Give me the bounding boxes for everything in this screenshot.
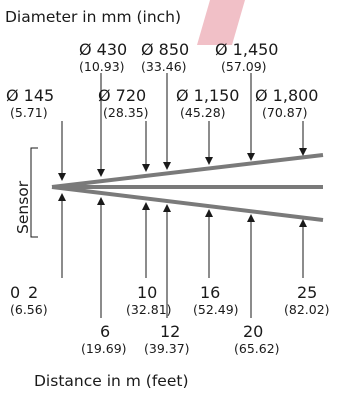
- diameter-label-145: Ø 145: [6, 86, 54, 105]
- arrow-down-430-head: [97, 169, 105, 177]
- arrow-up-12-head: [163, 204, 171, 212]
- arrow-up-10: [142, 202, 150, 278]
- distance-feet-16: (52.49): [193, 302, 239, 317]
- distance-label-20: 20: [243, 322, 263, 341]
- diameter-inch-720: (28.35): [103, 105, 149, 120]
- arrow-up-16: [205, 209, 213, 278]
- distance-feet-20: (65.62): [234, 341, 280, 356]
- arrow-down-1450-head: [247, 153, 255, 161]
- distance-label-10: 10: [137, 283, 157, 302]
- arrow-down-145-head: [58, 173, 66, 181]
- arrow-down-720: [142, 121, 150, 172]
- arrow-down-720-head: [142, 164, 150, 172]
- sensor-bracket: [30, 147, 38, 238]
- arrow-down-850-head: [163, 162, 171, 170]
- distance-label-2: 2: [28, 283, 38, 302]
- distance-feet-10: (32.81): [126, 302, 172, 317]
- arrow-up-25: [299, 219, 307, 278]
- distance-label-6: 6: [100, 322, 110, 341]
- diameter-label-850: Ø 850: [141, 40, 189, 59]
- beam-lower-edge: [51, 185, 324, 222]
- arrow-up-10-head: [142, 202, 150, 210]
- arrow-up-12: [163, 204, 171, 318]
- diameter-inch-430: (10.93): [79, 59, 125, 74]
- diameter-label-720: Ø 720: [98, 86, 146, 105]
- arrow-up-25-head: [299, 219, 307, 227]
- arrow-up-6: [97, 197, 105, 318]
- distance-feet-12: (39.37): [144, 341, 190, 356]
- distance-label-12: 12: [160, 322, 180, 341]
- distance-label-25: 25: [297, 283, 317, 302]
- arrow-up-2-head: [58, 193, 66, 201]
- arrow-up-20: [247, 214, 255, 318]
- arrow-down-145: [58, 121, 66, 181]
- measurement-arrows: [58, 73, 307, 318]
- distance-feet-2: (6.56): [10, 302, 48, 317]
- diameter-label-1450: Ø 1,450: [215, 40, 278, 59]
- sensor-label: Sensor: [14, 180, 32, 234]
- arrow-up-16-head: [205, 209, 213, 217]
- arrow-down-1800: [299, 121, 307, 156]
- diameter-label-430: Ø 430: [79, 40, 127, 59]
- arrow-down-1150-head: [205, 157, 213, 165]
- distance-label-16: 16: [200, 283, 220, 302]
- arrow-down-850: [163, 73, 171, 170]
- arrow-down-430: [97, 73, 105, 177]
- distance-feet-6: (19.69): [81, 341, 127, 356]
- red-background-shape: [197, 0, 245, 45]
- arrow-down-1450: [247, 73, 255, 161]
- diameter-label-1800: Ø 1,800: [255, 86, 318, 105]
- diameter-inch-145: (5.71): [10, 105, 48, 120]
- diameter-inch-1450: (57.09): [221, 59, 267, 74]
- arrow-down-1800-head: [299, 148, 307, 156]
- diameter-label-1150: Ø 1,150: [176, 86, 239, 105]
- distance-origin: 0: [10, 283, 20, 302]
- arrow-down-1150: [205, 121, 213, 165]
- diameter-inch-1800: (70.87): [262, 105, 308, 120]
- diameter-inch-1150: (45.28): [180, 105, 226, 120]
- diameter-inch-850: (33.46): [141, 59, 187, 74]
- arrow-up-2: [58, 193, 66, 278]
- distance-feet-25: (82.02): [284, 302, 330, 317]
- beam-upper-edge: [51, 153, 324, 189]
- distance-axis-label: Distance in m (feet): [34, 372, 189, 390]
- arrow-up-6-head: [97, 197, 105, 205]
- diagram-title: Diameter in mm (inch): [5, 8, 181, 26]
- arrow-up-20-head: [247, 214, 255, 222]
